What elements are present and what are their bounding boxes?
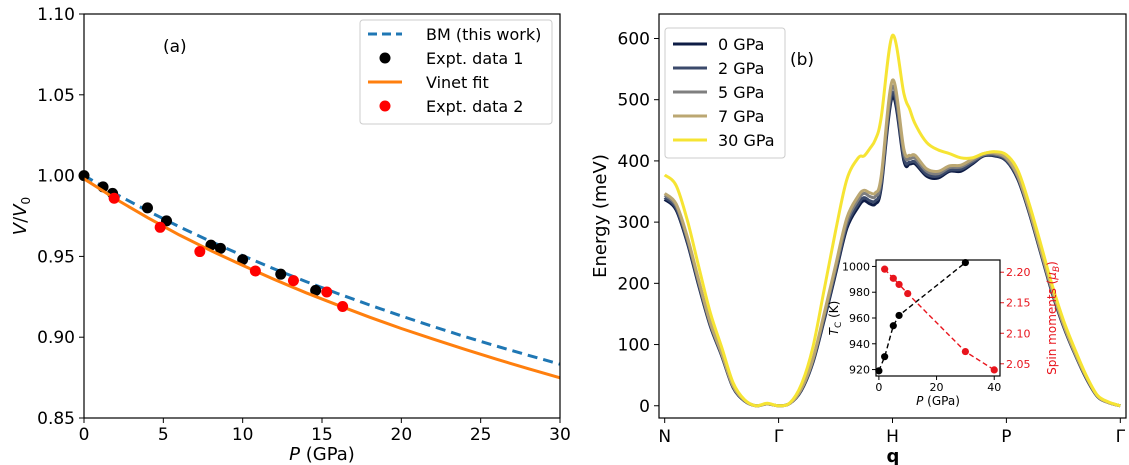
inset-ticks: 0 20 40 920 940 960 980 1000 2.05 2.10 2.15 2.20: [842, 260, 1031, 394]
inset-ytick-right-label: 2.20: [1006, 266, 1031, 279]
inset-ylabel-left: TC (K): [827, 301, 844, 336]
inset-xtick-label: 40: [987, 381, 1001, 394]
inset-xtick-label: 0: [875, 381, 882, 394]
legend-label-bm: BM (this work): [426, 25, 541, 44]
panel-b-ytick-label: 100: [618, 336, 650, 356]
data-point-series-3: [337, 300, 349, 312]
inset-xlabel: P (GPa): [916, 394, 960, 408]
inset-spin-point: [990, 366, 998, 374]
data-point-series-3: [108, 192, 120, 204]
legend-label-30gpa: 30 GPa: [718, 131, 775, 150]
inset-ytick-left-label: 920: [849, 364, 870, 377]
panel-a-ytick-label: 1.00: [37, 167, 75, 187]
inset-frame: [875, 259, 1001, 377]
panel-a-ytick-label: 0.85: [37, 409, 75, 429]
panel-a-xlabel: P (GPa): [289, 444, 355, 465]
inset-ytick-left-label: 940: [849, 338, 870, 351]
inset-ytick-right-label: 2.05: [1006, 358, 1031, 371]
panel-b-frame: [658, 13, 1127, 419]
panel-a-ytick-label: 1.10: [37, 5, 75, 25]
panel-a-ytick-label: 0.95: [37, 247, 75, 267]
inset-series: [875, 258, 998, 375]
panel-b-xtick-label: N: [658, 427, 671, 447]
panel-b-ytick-label: 400: [618, 152, 650, 172]
data-point-series-1: [310, 284, 322, 296]
panel-a-ticks: 0 5 10 15 20 25 30 0.85 0.90 0.95 1.00 1.05 1.10: [37, 5, 571, 445]
panel-b-xtick-label: P: [1001, 427, 1011, 447]
legend-label-2gpa: 2 GPa: [718, 59, 764, 78]
data-point-series-3: [194, 246, 206, 258]
legend-swatch-expt2: [379, 100, 391, 112]
inset-tc-point: [875, 367, 883, 375]
series-line-2: [83, 177, 561, 380]
data-point-series-3: [287, 275, 299, 287]
data-point-series-3: [154, 221, 166, 233]
panel-b-ylabel: Energy (meV): [590, 154, 611, 278]
inset-tc-point: [881, 353, 889, 361]
panel-a-series: [78, 170, 561, 380]
data-point-series-1: [275, 268, 287, 280]
inset-ytick-left-label: 960: [849, 312, 870, 325]
series-line-0: [83, 174, 561, 366]
legend-label-vinet: Vinet fit: [426, 73, 489, 92]
data-point-series-1: [141, 202, 153, 214]
legend-label-0gpa: 0 GPa: [718, 35, 764, 54]
data-point-series-1: [214, 242, 226, 254]
panel-b-xtick-label: Γ: [1116, 427, 1126, 447]
inset-spin-point: [904, 289, 912, 298]
legend-label-expt2: Expt. data 2: [426, 97, 523, 116]
legend-label-7gpa: 7 GPa: [718, 107, 764, 126]
inset-ytick-right-label: 2.15: [1006, 297, 1031, 310]
panel-a-legend: BM (this work) Expt. data 1 Vinet fit Ex…: [359, 19, 553, 125]
panel-a-xtick-label: 15: [311, 425, 333, 445]
panel-a-frame: [83, 13, 561, 419]
panel-b-ytick-label: 0: [639, 397, 650, 417]
data-point-series-3: [321, 286, 333, 298]
panel-a-label: (a): [163, 37, 187, 57]
inset-spin-point: [881, 265, 889, 273]
inset-spin-point: [961, 347, 969, 356]
inset-ylabel-right: Spin moments (μB): [1045, 261, 1062, 375]
panel-a-xtick-label: 25: [470, 425, 492, 445]
panel-b-xlabel: q: [887, 446, 900, 465]
inset-spin-point: [889, 274, 897, 282]
inset-ytick-left-label: 980: [849, 286, 870, 299]
panel-a-xtick-label: 10: [232, 425, 254, 445]
panel-a-xtick-label: 30: [549, 425, 571, 445]
panel-a-ytick-label: 1.05: [37, 86, 75, 106]
inset-tc-point: [889, 322, 897, 330]
panel-b-xtick-label: Γ: [774, 427, 784, 447]
legend-label-5gpa: 5 GPa: [718, 83, 764, 102]
data-point-series-1: [237, 254, 249, 266]
inset-spin-point: [895, 280, 903, 289]
legend-label-expt1: Expt. data 1: [426, 49, 523, 68]
panel-a-xtick-label: 20: [391, 425, 413, 445]
panel-a-xtick-label: 5: [158, 425, 169, 445]
panel-a-ytick-label: 0.90: [37, 328, 75, 348]
panel-b-xtick-label: H: [886, 427, 899, 447]
panel-b-ytick-label: 200: [618, 274, 650, 294]
panel-b-label: (b): [790, 50, 814, 70]
data-point-series-3: [249, 265, 261, 277]
panel-b-ytick-label: 500: [618, 91, 650, 111]
inset-tc-point: [895, 311, 903, 320]
inset-ytick-left-label: 1000: [842, 260, 870, 273]
panel-a-xtick-label: 0: [79, 425, 90, 445]
inset-tc-line: [878, 262, 966, 372]
panel-a: 0 5 10 15 20 25 30 0.85 0.90 0.95 1.00 1.05 1.10 (a)…: [10, 5, 571, 465]
inset-chart: 0 20 40 920 940 960 980 1000 2.05 2.10 2.15 2.20 P …: [827, 258, 1062, 408]
panel-b-ytick-label: 600: [618, 29, 650, 49]
inset-xtick-label: 20: [930, 381, 944, 394]
inset-ytick-right-label: 2.10: [1006, 327, 1031, 340]
panel-b-legend: 0 GPa 2 GPa 5 GPa 7 GPa 30 GPa: [664, 27, 786, 159]
series-line-30-gpa: [663, 33, 1121, 408]
panel-b-ytick-label: 300: [618, 213, 650, 233]
panel-b-series: [663, 33, 1121, 408]
panel-a-ylabel: V/V0: [10, 197, 33, 235]
legend-swatch-expt1: [379, 52, 391, 64]
inset-tc-point: [961, 258, 969, 267]
